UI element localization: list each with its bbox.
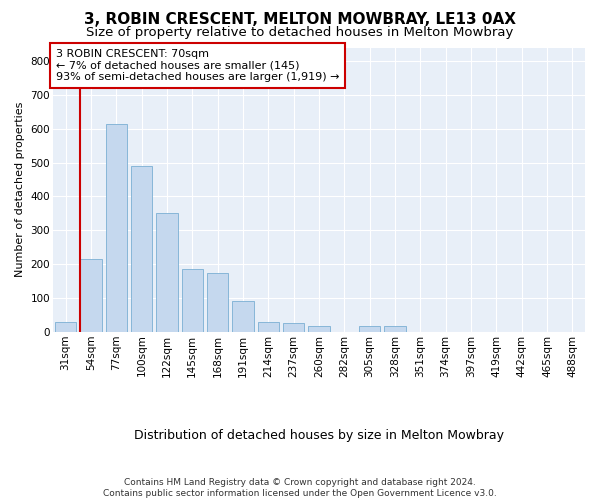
Text: Size of property relative to detached houses in Melton Mowbray: Size of property relative to detached ho…	[86, 26, 514, 39]
Bar	[106, 124, 127, 332]
Bar	[156, 214, 178, 332]
Text: Contains HM Land Registry data © Crown copyright and database right 2024.
Contai: Contains HM Land Registry data © Crown c…	[103, 478, 497, 498]
Bar	[131, 166, 152, 332]
Bar	[308, 326, 330, 332]
Y-axis label: Number of detached properties: Number of detached properties	[15, 102, 25, 278]
Bar	[384, 326, 406, 332]
Bar	[257, 322, 279, 332]
Bar	[55, 322, 76, 332]
Text: 3 ROBIN CRESCENT: 70sqm
← 7% of detached houses are smaller (145)
93% of semi-de: 3 ROBIN CRESCENT: 70sqm ← 7% of detached…	[56, 49, 339, 82]
Bar	[182, 269, 203, 332]
Bar	[359, 326, 380, 332]
Bar	[283, 324, 304, 332]
Bar	[232, 302, 254, 332]
Bar	[207, 272, 229, 332]
Text: 3, ROBIN CRESCENT, MELTON MOWBRAY, LE13 0AX: 3, ROBIN CRESCENT, MELTON MOWBRAY, LE13 …	[84, 12, 516, 28]
Bar	[80, 259, 102, 332]
X-axis label: Distribution of detached houses by size in Melton Mowbray: Distribution of detached houses by size …	[134, 430, 504, 442]
